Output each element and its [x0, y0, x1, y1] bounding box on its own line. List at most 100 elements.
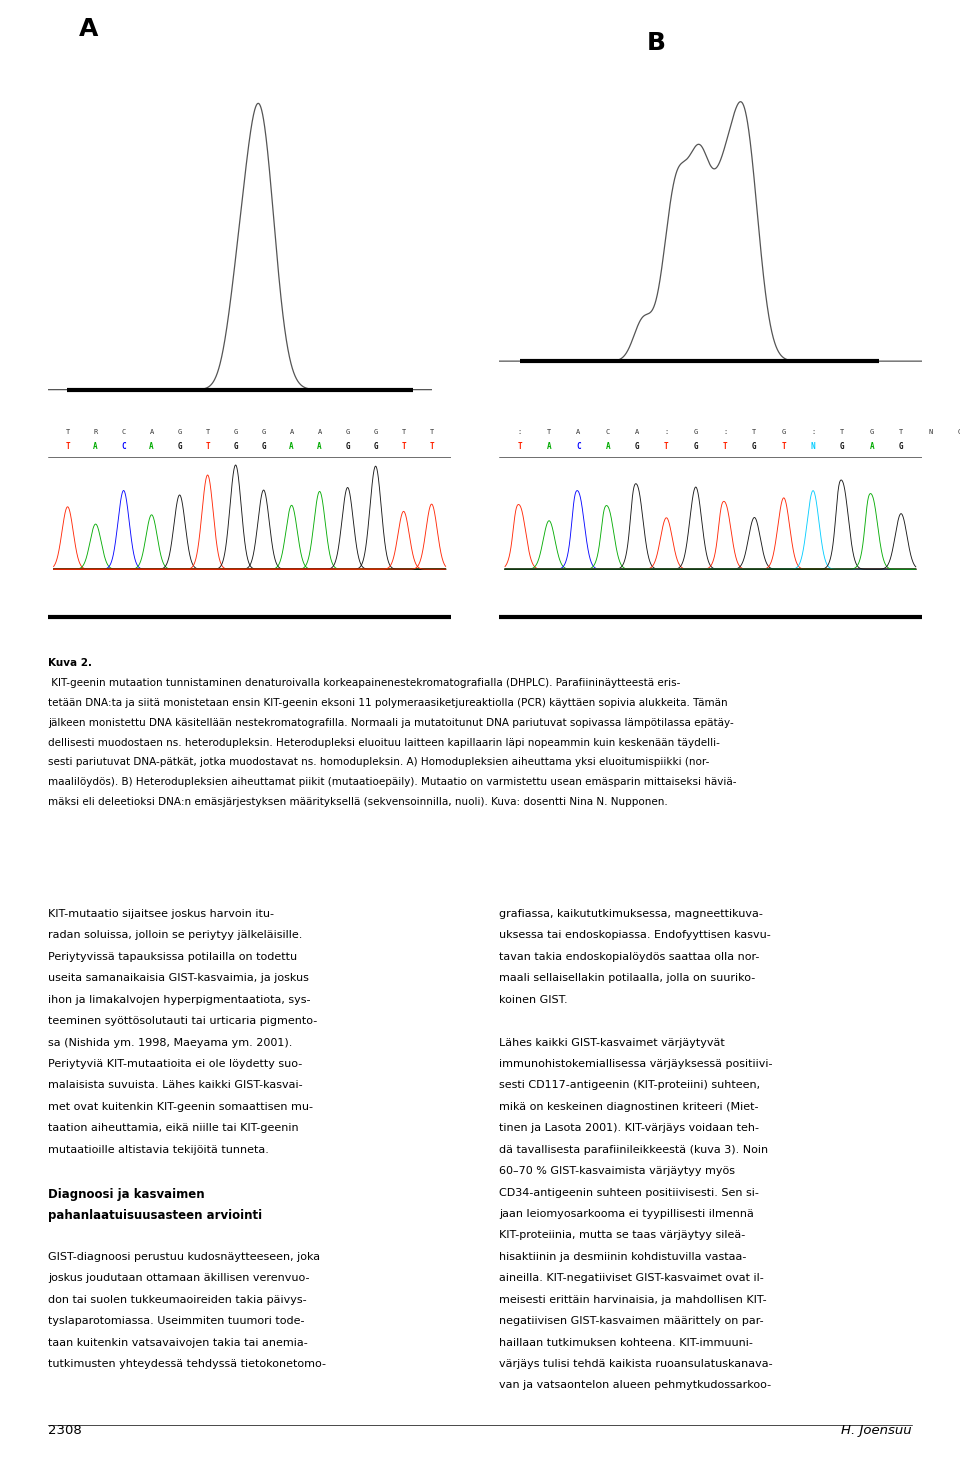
Text: Kuva 2.: Kuva 2.	[48, 658, 92, 668]
Text: CD34-antigeenin suhteen positiivisesti. Sen si-: CD34-antigeenin suhteen positiivisesti. …	[499, 1188, 759, 1197]
Text: mäksi eli deleetioksi DNA:n emäsjärjestyksen määrityksellä (sekvensoinnilla, nuo: mäksi eli deleetioksi DNA:n emäsjärjesty…	[48, 797, 668, 807]
Text: malaisista suvuista. Lähes kaikki GIST-kasvai-: malaisista suvuista. Lähes kaikki GIST-k…	[48, 1080, 302, 1091]
Text: hisaktiinin ja desmiinin kohdistuvilla vastaa-: hisaktiinin ja desmiinin kohdistuvilla v…	[499, 1252, 747, 1262]
Text: A: A	[150, 442, 154, 451]
Text: värjäys tulisi tehdä kaikista ruoansulatuskanava-: värjäys tulisi tehdä kaikista ruoansulat…	[499, 1360, 773, 1369]
Text: immunohistokemiallisessa värjäyksessä positiivi-: immunohistokemiallisessa värjäyksessä po…	[499, 1058, 773, 1069]
Text: C: C	[121, 442, 126, 451]
Text: T: T	[401, 442, 406, 451]
Text: :: :	[723, 429, 727, 436]
Text: G: G	[840, 442, 845, 451]
Text: N: N	[928, 429, 932, 436]
Text: pahanlaatuisuusasteen arviointi: pahanlaatuisuusasteen arviointi	[48, 1209, 262, 1222]
Text: T: T	[723, 442, 728, 451]
Text: T: T	[429, 429, 434, 436]
Text: jaan leiomyosarkooma ei tyypillisesti ilmennä: jaan leiomyosarkooma ei tyypillisesti il…	[499, 1209, 754, 1219]
Text: tetään DNA:ta ja siitä monistetaan ensin KIT-geenin eksoni 11 polymeraasiketjure: tetään DNA:ta ja siitä monistetaan ensin…	[48, 698, 728, 708]
Text: T: T	[899, 429, 903, 436]
Text: T: T	[664, 442, 669, 451]
Text: Periytyvissä tapauksissa potilailla on todettu: Periytyvissä tapauksissa potilailla on t…	[48, 952, 298, 962]
Text: A: A	[870, 442, 874, 451]
Text: T: T	[65, 429, 70, 436]
Text: haillaan tutkimuksen kohteena. KIT-immuuni-: haillaan tutkimuksen kohteena. KIT-immuu…	[499, 1338, 753, 1348]
Text: T: T	[781, 442, 786, 451]
Text: A: A	[635, 429, 639, 436]
Text: G: G	[261, 442, 266, 451]
Text: T: T	[401, 429, 406, 436]
Text: ihon ja limakalvojen hyperpigmentaatiota, sys-: ihon ja limakalvojen hyperpigmentaatiota…	[48, 995, 310, 1005]
Text: G: G	[178, 442, 181, 451]
Text: meisesti erittäin harvinaisia, ja mahdollisen KIT-: meisesti erittäin harvinaisia, ja mahdol…	[499, 1295, 767, 1305]
Text: tutkimusten yhteydessä tehdyssä tietokonetomo-: tutkimusten yhteydessä tehdyssä tietokon…	[48, 1360, 326, 1369]
Text: radan soluissa, jolloin se periytyy jälkeläisille.: radan soluissa, jolloin se periytyy jälk…	[48, 931, 302, 940]
Text: H. Joensuu: H. Joensuu	[841, 1423, 912, 1437]
Text: Diagnoosi ja kasvaimen: Diagnoosi ja kasvaimen	[48, 1188, 204, 1200]
Text: A: A	[606, 442, 610, 451]
Text: T: T	[840, 429, 845, 436]
Text: dä tavallisesta parafiinileikkeestä (kuva 3). Noin: dä tavallisesta parafiinileikkeestä (kuv…	[499, 1144, 768, 1154]
Text: G: G	[261, 429, 266, 436]
Text: tinen ja Lasota 2001). KIT-värjäys voidaan teh-: tinen ja Lasota 2001). KIT-värjäys voida…	[499, 1123, 759, 1134]
Text: G: G	[752, 442, 756, 451]
Text: G: G	[781, 429, 786, 436]
Text: taation aiheuttamia, eikä niille tai KIT-geenin: taation aiheuttamia, eikä niille tai KIT…	[48, 1123, 299, 1134]
Text: grafiassa, kaikututkimuksessa, magneettikuva-: grafiassa, kaikututkimuksessa, magneetti…	[499, 909, 763, 919]
Text: maalilöydös). B) Heterodupleksien aiheuttamat piikit (mutaatioepäily). Mutaatio : maalilöydös). B) Heterodupleksien aiheut…	[48, 777, 736, 788]
Text: R: R	[93, 429, 98, 436]
Text: KIT-proteiinia, mutta se taas värjäytyy sileä-: KIT-proteiinia, mutta se taas värjäytyy …	[499, 1230, 746, 1240]
Text: B: B	[647, 31, 666, 55]
Text: sesti CD117-antigeenin (KIT-proteiini) suhteen,: sesti CD117-antigeenin (KIT-proteiini) s…	[499, 1080, 760, 1091]
Text: mikä on keskeinen diagnostinen kriteeri (Miet-: mikä on keskeinen diagnostinen kriteeri …	[499, 1103, 758, 1111]
Text: taan kuitenkin vatsavaivojen takia tai anemia-: taan kuitenkin vatsavaivojen takia tai a…	[48, 1338, 308, 1348]
Text: G: G	[346, 429, 349, 436]
Text: A: A	[79, 18, 98, 41]
Text: A: A	[150, 429, 154, 436]
Text: G: G	[870, 429, 874, 436]
Text: joskus joudutaan ottamaan äkillisen verenvuo-: joskus joudutaan ottamaan äkillisen vere…	[48, 1274, 309, 1283]
Text: jälkeen monistettu DNA käsitellään nestekromatografilla. Normaali ja mutatoitunu: jälkeen monistettu DNA käsitellään neste…	[48, 717, 733, 727]
Text: teeminen syöttösolutauti tai urticaria pigmento-: teeminen syöttösolutauti tai urticaria p…	[48, 1017, 317, 1026]
Text: KIT-mutaatio sijaitsee joskus harvoin itu-: KIT-mutaatio sijaitsee joskus harvoin it…	[48, 909, 274, 919]
Text: A: A	[93, 442, 98, 451]
Text: :: :	[811, 429, 815, 436]
Text: useita samanaikaisia GIST-kasvaimia, ja joskus: useita samanaikaisia GIST-kasvaimia, ja …	[48, 973, 309, 983]
Text: G: G	[693, 442, 698, 451]
Text: tavan takia endoskopialöydös saattaa olla nor-: tavan takia endoskopialöydös saattaa oll…	[499, 952, 759, 962]
Text: G: G	[373, 442, 378, 451]
Text: A: A	[318, 442, 322, 451]
Text: sesti pariutuvat DNA-pätkät, jotka muodostavat ns. homodupleksin. A) Homodupleks: sesti pariutuvat DNA-pätkät, jotka muodo…	[48, 757, 709, 767]
Text: maali sellaisellakin potilaalla, jolla on suuriko-: maali sellaisellakin potilaalla, jolla o…	[499, 973, 756, 983]
Text: uksessa tai endoskopiassa. Endofyyttisen kasvu-: uksessa tai endoskopiassa. Endofyyttisen…	[499, 931, 771, 940]
Text: N: N	[811, 442, 815, 451]
Text: tyslaparotomiassa. Useimmiten tuumori tode-: tyslaparotomiassa. Useimmiten tuumori to…	[48, 1315, 304, 1326]
Text: don tai suolen tukkeumaoireiden takia päivys-: don tai suolen tukkeumaoireiden takia pä…	[48, 1295, 306, 1305]
Text: T: T	[205, 442, 210, 451]
Text: A: A	[289, 442, 294, 451]
Text: G: G	[233, 429, 238, 436]
Text: Periytyviä KIT-mutaatioita ei ole löydetty suo-: Periytyviä KIT-mutaatioita ei ole löydet…	[48, 1058, 302, 1069]
Text: G: G	[373, 429, 377, 436]
Text: mutaatioille altistavia tekijöitä tunneta.: mutaatioille altistavia tekijöitä tunnet…	[48, 1144, 269, 1154]
Text: A: A	[547, 442, 551, 451]
Text: T: T	[205, 429, 209, 436]
Text: koinen GIST.: koinen GIST.	[499, 995, 567, 1005]
Text: 60–70 % GIST-kasvaimista värjäytyy myös: 60–70 % GIST-kasvaimista värjäytyy myös	[499, 1166, 735, 1176]
Text: van ja vatsaontelon alueen pehmytkudossarkoo-: van ja vatsaontelon alueen pehmytkudossa…	[499, 1380, 771, 1391]
Text: C: C	[576, 442, 581, 451]
Text: G: G	[346, 442, 349, 451]
Text: C: C	[606, 429, 610, 436]
Text: T: T	[753, 429, 756, 436]
Text: T: T	[65, 442, 70, 451]
Text: GIST-diagnoosi perustuu kudosnäytteeseen, joka: GIST-diagnoosi perustuu kudosnäytteeseen…	[48, 1252, 320, 1262]
Text: G: G	[899, 442, 903, 451]
Text: negatiivisen GIST-kasvaimen määrittely on par-: negatiivisen GIST-kasvaimen määrittely o…	[499, 1315, 764, 1326]
Text: A: A	[576, 429, 581, 436]
Text: G: G	[958, 429, 960, 436]
Text: met ovat kuitenkin KIT-geenin somaattisen mu-: met ovat kuitenkin KIT-geenin somaattise…	[48, 1103, 313, 1111]
Text: G: G	[233, 442, 238, 451]
Text: T: T	[547, 429, 551, 436]
Text: C: C	[122, 429, 126, 436]
Text: Lähes kaikki GIST-kasvaimet värjäytyvät: Lähes kaikki GIST-kasvaimet värjäytyvät	[499, 1038, 725, 1048]
Text: G: G	[694, 429, 698, 436]
Text: :: :	[517, 429, 522, 436]
